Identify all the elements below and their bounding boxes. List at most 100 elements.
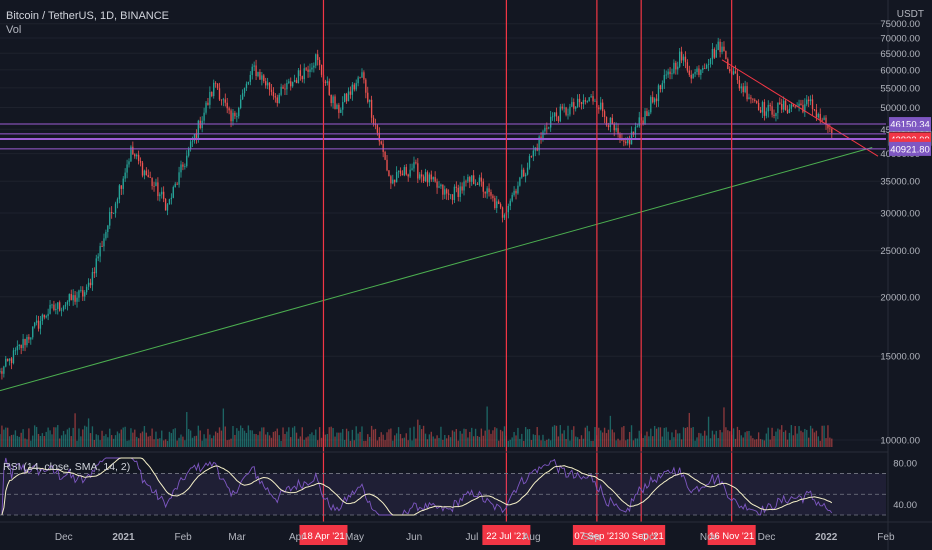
time-tick-label: Oct: [641, 532, 657, 543]
volume-bar: [30, 440, 32, 447]
volume-bar: [700, 433, 702, 447]
candle-body: [188, 149, 190, 156]
candle-body: [538, 136, 540, 151]
volume-bar: [761, 439, 764, 447]
volume-bar: [180, 434, 182, 447]
price-tick-label: 65000.00: [880, 49, 920, 60]
volume-bar: [692, 427, 694, 447]
volume-bar: [738, 430, 741, 447]
volume-bar: [222, 408, 225, 447]
volume-bar: [698, 432, 700, 447]
volume-bar: [696, 437, 698, 447]
candle-body: [109, 211, 111, 226]
candle-body: [775, 113, 777, 117]
volume-bar: [126, 440, 128, 447]
volume-bar: [590, 440, 592, 447]
volume-bar: [405, 433, 407, 447]
volume-bar: [621, 427, 623, 447]
volume-bar: [251, 430, 253, 447]
volume-bar: [193, 436, 196, 447]
vertical-marker-label: 07 Sep '21: [574, 531, 619, 542]
candle-body: [576, 98, 579, 107]
volume-bar: [444, 434, 446, 447]
candle-body: [717, 41, 719, 50]
time-tick-label: Aug: [523, 532, 541, 543]
time-tick-label: Jul: [466, 532, 479, 543]
volume-bar: [488, 429, 490, 447]
volume-bar: [18, 436, 20, 447]
rsi-legend[interactable]: RSI (14, close, SMA, 14, 2): [3, 461, 131, 473]
candle-body: [698, 68, 700, 75]
candle-body: [808, 99, 810, 102]
candle-body: [99, 246, 101, 257]
time-tick-label: Mar: [228, 532, 246, 543]
volume-bar: [449, 437, 452, 447]
candle-body: [334, 96, 336, 109]
candle-body: [276, 97, 278, 104]
candle-body: [567, 114, 569, 116]
candle-body: [447, 193, 450, 195]
volume-bar: [744, 432, 746, 447]
volume-bar: [259, 431, 261, 447]
volume-bar: [686, 427, 689, 447]
volume-bar: [736, 426, 739, 447]
candle-body: [164, 198, 167, 211]
volume-bar: [657, 427, 660, 447]
candle-body: [301, 76, 303, 80]
candle-body: [711, 49, 714, 60]
volume-legend[interactable]: Vol: [6, 24, 22, 36]
candle-body: [120, 185, 122, 189]
candle-body: [253, 65, 255, 67]
volume-bar: [197, 425, 199, 447]
volume-bar: [806, 429, 808, 447]
volume-bar: [157, 438, 159, 447]
symbol-title[interactable]: Bitcoin / TetherUS, 1D, BINANCE: [6, 10, 170, 22]
volume-bar: [503, 426, 506, 447]
volume-bar: [790, 425, 793, 447]
candle-body: [754, 99, 756, 102]
volume-bar: [311, 432, 313, 447]
volume-bar: [430, 431, 432, 447]
volume-bar: [151, 428, 153, 447]
candle-body: [769, 104, 771, 107]
candle-body: [409, 169, 411, 177]
candle-body: [103, 238, 105, 247]
volume-bar: [759, 439, 762, 447]
volume-bar: [317, 440, 319, 447]
volume-bar: [561, 433, 563, 447]
volume-bar: [788, 432, 791, 447]
volume-bar: [342, 429, 344, 447]
candle-body: [688, 70, 690, 75]
volume-bar: [313, 435, 315, 447]
candle-body: [694, 71, 696, 74]
candle-body: [263, 75, 265, 82]
volume-bar: [7, 427, 9, 447]
candle-body: [655, 98, 658, 102]
volume-bar: [174, 428, 176, 447]
candle-body: [290, 81, 292, 87]
candle-body: [523, 169, 525, 177]
candle-body: [767, 104, 769, 112]
price-tick-label: 35000.00: [880, 177, 920, 188]
candle-body: [149, 177, 151, 178]
volume-bar: [499, 429, 502, 447]
price-tick-label: 30000.00: [880, 209, 920, 220]
volume-bar: [87, 418, 90, 447]
candle-body: [438, 186, 440, 188]
volume-bar: [330, 426, 332, 447]
vertical-marker-badge: [482, 525, 531, 545]
candle-body: [30, 337, 32, 340]
volume-bar: [690, 427, 692, 447]
volume-bar: [60, 435, 63, 447]
price-tick-label: 25000.00: [880, 246, 920, 257]
candle-body: [176, 183, 178, 185]
volume-bar: [89, 433, 92, 447]
candle-body: [669, 71, 671, 75]
volume-bar: [111, 435, 113, 447]
volume-bar: [265, 434, 267, 447]
volume-bar: [209, 434, 211, 447]
volume-bar: [159, 438, 161, 447]
volume-bar: [559, 425, 561, 447]
candle-body: [546, 127, 548, 129]
